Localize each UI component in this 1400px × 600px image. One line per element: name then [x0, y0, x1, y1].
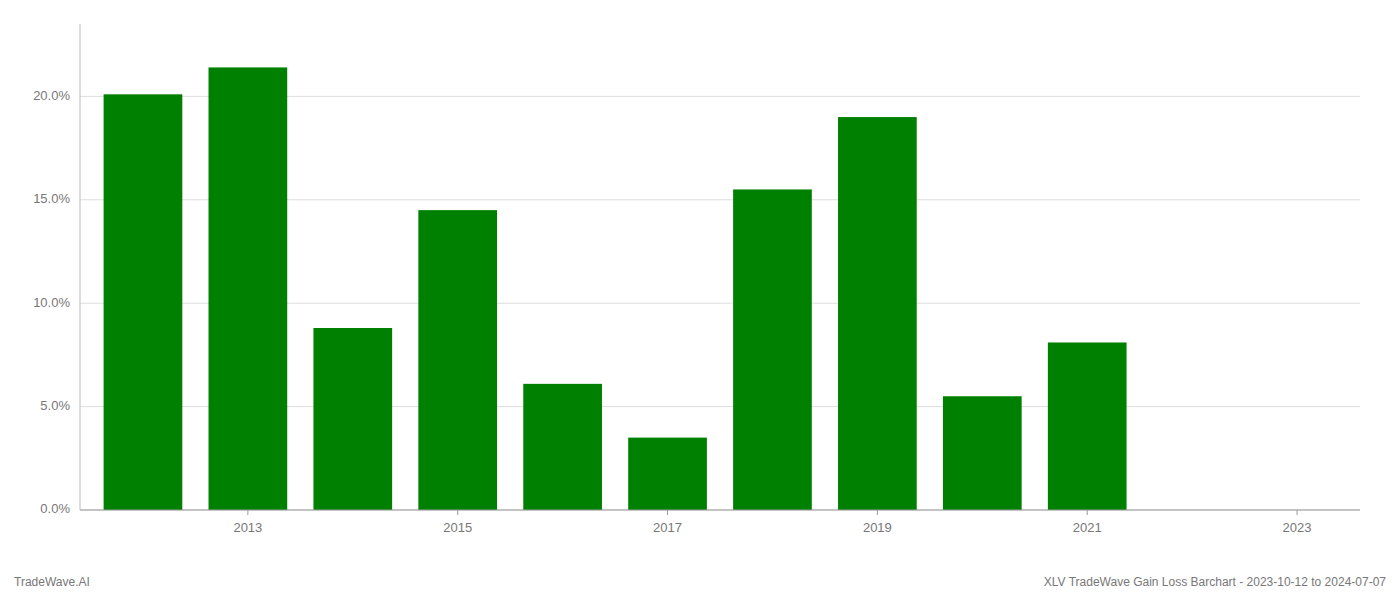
y-tick-label: 0.0% [40, 501, 70, 516]
x-tick [1297, 510, 1298, 515]
x-tick [1087, 510, 1088, 515]
footer-text: TradeWave.AI [14, 575, 90, 589]
chart: 0.0%5.0%10.0%15.0%20.0%20132015201720192… [0, 0, 1400, 600]
bar [943, 396, 1022, 510]
bars [104, 67, 1127, 510]
bar [628, 438, 707, 510]
bar [523, 384, 602, 510]
y-axis-line [80, 24, 81, 510]
bar [1048, 342, 1127, 510]
x-tick-label: 2019 [863, 520, 892, 535]
bar [104, 94, 183, 510]
background [0, 0, 1400, 600]
x-tick [667, 510, 668, 515]
y-tick-label: 5.0% [40, 398, 70, 413]
x-tick [247, 510, 248, 515]
x-tick-label: 2013 [233, 520, 262, 535]
bar [733, 189, 812, 510]
y-tick-label: 20.0% [33, 88, 70, 103]
y-tick-label: 10.0% [33, 295, 70, 310]
bar [209, 67, 288, 510]
grid-line [80, 510, 1360, 511]
bar [838, 117, 917, 510]
x-tick-label: 2023 [1283, 520, 1312, 535]
x-tick [457, 510, 458, 515]
x-tick-label: 2017 [653, 520, 682, 535]
x-tick [877, 510, 878, 515]
x-axis-line [80, 510, 1360, 511]
x-tick-label: 2015 [443, 520, 472, 535]
x-tick-label: 2021 [1073, 520, 1102, 535]
y-tick-labels: 0.0% 5.0% 10.0% 15.0% 20.0% [33, 88, 70, 517]
y-tick-label: 15.0% [33, 191, 70, 206]
bar [313, 328, 392, 510]
x-ticks: 2013 2015 2017 2019 2021 2023 [233, 510, 1311, 535]
footer-text: XLV TradeWave Gain Loss Barchart - 2023-… [1044, 575, 1387, 589]
bar [418, 210, 497, 510]
